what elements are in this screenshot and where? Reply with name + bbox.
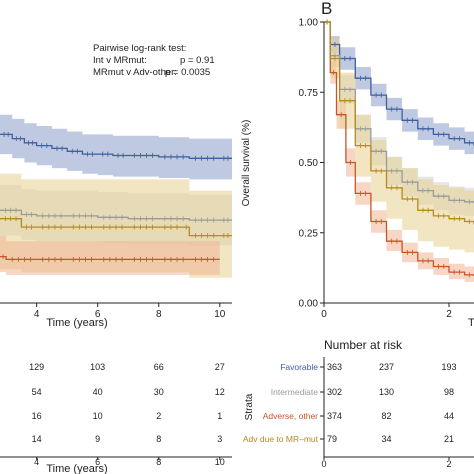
panel-a-risk-cell: 12 <box>215 387 225 397</box>
panel-a-risk-cell: 2 <box>156 411 161 421</box>
strata-name: Favorable <box>280 362 318 372</box>
panel-a-ci-bands <box>0 114 232 278</box>
risk-table-title: Number at risk <box>324 338 403 352</box>
panel-b-risk-table: Favorable 363 237 193 Intermediate 302 130 98 Ad… <box>243 362 457 444</box>
panel-b-y-tick-label: 0.75 <box>299 88 319 99</box>
panel-a-curve-2 <box>0 218 232 237</box>
annotation-pvalue-mrmut-v-adv: p = 0.0035 <box>165 67 210 78</box>
panel-a-risk-table: 129 103 66 27 54 40 30 12 16 10 2 1 14 9 8 3 <box>29 362 225 444</box>
panel-a-risk-cell: 103 <box>90 362 105 372</box>
panel-a-x-axis-title: Time (years) <box>46 317 107 329</box>
panel-b-survival-curves <box>324 19 474 278</box>
strata-name: Adverse, other <box>263 411 318 421</box>
panel-a-ci-band-0 <box>0 114 232 180</box>
panel-b-risk-cell: 193 <box>441 362 456 372</box>
logrank-annotation: Pairwise log-rank test: Int v MRmut: p =… <box>93 43 215 78</box>
panel-a-risk-x-ticks: 4 6 8 10 <box>34 457 225 467</box>
panel-b-risk-cell: 98 <box>444 387 454 397</box>
panel-a-x-tick-label: 8 <box>156 309 162 320</box>
panel-a-x-tick-label: 6 <box>95 309 101 320</box>
panel-a-risk-x-tick-label: 10 <box>215 457 225 467</box>
panel-a-axes <box>0 302 232 304</box>
panel-a-risk-x-tick-label: 4 <box>34 457 39 467</box>
panel-b-y-tick-label: 1.00 <box>299 18 319 29</box>
strata-label: Strata <box>244 393 255 420</box>
panel-b-ci-band-0 <box>324 22 474 157</box>
panel-a-censor-marks-1 <box>4 207 229 223</box>
panel-a-risk-cell: 40 <box>93 387 103 397</box>
panel-b-risk-cell: 79 <box>327 434 337 444</box>
panel-a-risk-cell: 27 <box>215 362 225 372</box>
panel-a-risk-cell: 16 <box>32 411 42 421</box>
panel-a-risk-cell: 54 <box>32 387 42 397</box>
panel-a: 4 6 8 10 Time (years) Pairwise log-rank tes… <box>0 43 232 474</box>
panel-a-x-tick-label: 10 <box>214 309 226 320</box>
panel-a-risk-cell: 30 <box>154 387 164 397</box>
panel-b-x-axis-title: T <box>468 317 474 329</box>
strata-name: Adv due to MR–mut <box>243 434 319 444</box>
panel-a-x-tick-label: 4 <box>34 309 40 320</box>
panel-b-x-tick-label: 2 <box>446 309 452 320</box>
panel-a-risk-cell: 3 <box>217 434 222 444</box>
panel-a-risk-cell: 10 <box>93 411 103 421</box>
panel-a-risk-cell: 66 <box>154 362 164 372</box>
panel-b-risk-cell: 363 <box>327 362 342 372</box>
panel-a-ci-band-3 <box>0 235 220 275</box>
panel-b-y-tick-label: 0.25 <box>299 228 319 239</box>
panel-a-risk-x-axis-title: Time (years) <box>46 463 107 474</box>
panel-a-curve-3 <box>0 255 220 261</box>
panel-b-y-axis-title: Overall survival (%) <box>241 120 252 207</box>
panel-a-risk-cell: 1 <box>217 411 222 421</box>
annotation-pvalue-int-v-mrmut: p = 0.91 <box>180 55 215 66</box>
annotation-heading: Pairwise log-rank test: <box>93 43 186 54</box>
panel-a-censor-marks-3 <box>2 254 215 262</box>
panel-b-y-tick-label: 0.50 <box>299 158 319 169</box>
panel-b-y-tick-label: 0.00 <box>299 299 319 310</box>
panel-b-risk-cell: 374 <box>327 411 342 421</box>
panel-b-risk-x-tick-label: 0 <box>321 459 326 469</box>
panel-a-risk-cell: 14 <box>32 434 42 444</box>
strata-name: Intermediate <box>271 387 319 397</box>
panel-b-risk-cell: 34 <box>381 434 391 444</box>
panel-b-x-tick-label: 0 <box>321 309 327 320</box>
panel-b-censor-marks-3 <box>326 19 470 225</box>
panel-b-risk-cell: 44 <box>444 411 454 421</box>
panel-a-survival-curves <box>0 131 232 262</box>
panel-a-censor-marks-2 <box>4 216 229 239</box>
panel-b-risk-cell: 130 <box>379 387 394 397</box>
panel-a-risk-cell: 9 <box>95 434 100 444</box>
panel-b-risk-cell: 82 <box>381 411 391 421</box>
panel-a-censor-marks-0 <box>3 131 229 161</box>
panel-b-risk-cell: 21 <box>444 434 454 444</box>
panel-a-risk-cell: 129 <box>29 362 44 372</box>
annotation-label-mrmut-v-adv: MRmut v Adv-other: <box>93 67 177 78</box>
panel-b-ci-band-3 <box>324 22 474 256</box>
panel-a-x-ticks: 4 6 8 10 <box>34 303 226 320</box>
panel-a-risk-x-tick-label: 6 <box>95 457 100 467</box>
panel-b-risk-x-tick-label: 2 <box>446 459 451 469</box>
panel-b-risk-cell: 237 <box>379 362 394 372</box>
panel-a-risk-cell: 8 <box>156 434 161 444</box>
panel-a-risk-x-tick-label: 8 <box>156 457 161 467</box>
panel-b-curve-2 <box>324 21 474 277</box>
panel-a-curve-0 <box>0 133 232 159</box>
panel-b-letter: B <box>321 0 332 18</box>
panel-b-risk-cell: 302 <box>327 387 342 397</box>
panel-b-ci-bands <box>324 22 474 284</box>
annotation-label-int-v-mrmut: Int v MRmut: <box>93 55 147 66</box>
panel-b-y-ticks: 0.00 0.25 0.50 0.75 1.00 <box>299 18 324 310</box>
panel-b-ci-band-2 <box>324 22 474 284</box>
